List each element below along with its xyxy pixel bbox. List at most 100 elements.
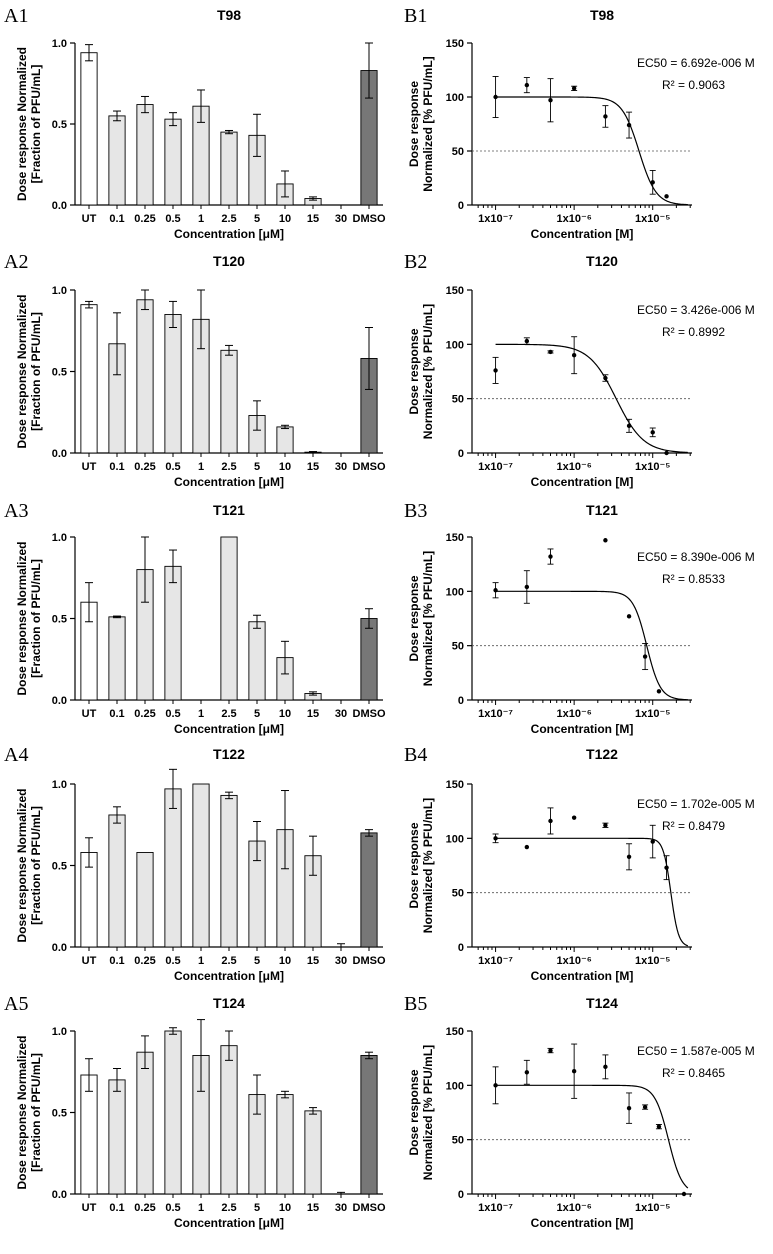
x-axis-label: Concentration [μM] [174, 227, 284, 241]
y-axis-label: Dose response [407, 81, 421, 167]
x-tick-label: 2.5 [221, 213, 236, 225]
y-tick-label: 0.5 [52, 119, 67, 131]
chart-title: T121 [213, 502, 245, 518]
ec50-label: EC50 = 1.702e-005 M [637, 797, 755, 811]
bar [108, 1079, 126, 1195]
data-point [650, 430, 655, 435]
x-tick-label: 0.5 [165, 213, 180, 225]
r2-label: R² = 0.9063 [662, 78, 725, 92]
x-tick-label: DMSO [353, 708, 386, 720]
fit-curve [495, 837, 689, 947]
x-tick-label: DMSO [353, 461, 386, 473]
y-tick-label: 150 [446, 779, 464, 791]
y-axis-label: Dose response [407, 575, 421, 661]
panel-letter: B4 [404, 744, 427, 766]
x-tick-label: 10 [279, 461, 291, 473]
y-axis-label: Normalized [% PFU/mL] [421, 304, 435, 439]
y-tick-label: 50 [452, 641, 464, 653]
x-tick-label: 0.5 [165, 1202, 180, 1214]
r2-label: R² = 0.8479 [662, 819, 725, 833]
x-tick-label: 1 [198, 213, 204, 225]
bar [220, 536, 238, 701]
data-point [664, 194, 669, 199]
bar-panel-A1: A1 T98 0.0 0.5 1.0 UT 0.1 0.25 0.5 1 2.5 5 10 15 30 DMS… [4, 5, 386, 241]
data-point [603, 538, 608, 543]
y-tick-label: 1.0 [52, 285, 67, 297]
data-point [650, 839, 655, 844]
x-tick-label: 5 [254, 461, 260, 473]
bar [136, 852, 154, 948]
y-axis-label: Dose response Normalized [15, 47, 29, 201]
y-axis-label: Dose response [407, 822, 421, 908]
x-tick-label: 0.25 [134, 461, 155, 473]
x-tick-label: 0.5 [165, 955, 180, 967]
y-tick-label: 100 [446, 92, 464, 104]
x-tick-label: 30 [335, 213, 347, 225]
x-tick-label: 5 [254, 955, 260, 967]
panel-letter: A3 [4, 500, 28, 522]
x-tick-label: 1x10⁻⁷ [478, 708, 513, 720]
y-tick-label: 100 [446, 833, 464, 845]
x-tick-label: 30 [335, 708, 347, 720]
x-tick-label: 1x10⁻⁵ [635, 461, 670, 473]
y-tick-label: 0.0 [52, 200, 67, 212]
y-axis-label: [Fraction of PFU/mL] [29, 312, 43, 431]
ec50-label: EC50 = 3.426e-006 M [637, 303, 755, 317]
x-axis-label: Concentration [μM] [174, 1216, 284, 1230]
curve-panel-B1: B1 T98 0 50 100 150 1x10⁻⁷ 1x10⁻⁶ 1x10⁻⁵ EC50 = 6… [404, 5, 755, 241]
curve-panel-B3: B3 T121 0 50 100 150 1x10⁻⁷ 1x10⁻⁶ 1x10⁻⁵ EC50 = … [404, 500, 755, 736]
bar [108, 115, 126, 206]
data-point [603, 114, 608, 119]
y-axis-label: Dose response [407, 1069, 421, 1155]
x-axis-label: Concentration [M] [531, 475, 634, 489]
chart-title: T120 [586, 253, 618, 269]
bar [360, 832, 378, 948]
y-axis-label: [Fraction of PFU/mL] [29, 65, 43, 184]
chart-title: T121 [586, 502, 618, 518]
panel-letter: B1 [404, 5, 427, 27]
data-point [524, 844, 530, 850]
x-axis-label: Concentration [μM] [174, 475, 284, 489]
x-tick-label: 15 [307, 461, 319, 473]
bar [136, 1051, 154, 1195]
curve-panel-B5: B5 T124 0 50 100 150 1x10⁻⁷ 1x10⁻⁶ 1x10⁻⁵ EC50 = … [404, 993, 755, 1230]
x-tick-label: 5 [254, 1202, 260, 1214]
bar-panel-A4: A4 T122 0.0 0.5 1.0 UT 0.1 0.25 0.5 1 2.5 5 10 15 30 DM… [4, 744, 386, 983]
panel-letter: A5 [4, 993, 28, 1015]
bar [164, 565, 182, 701]
panel-letter: A4 [4, 744, 28, 766]
bar-panel-A3: A3 T121 0.0 0.5 1.0 UT 0.1 0.25 0.5 1 2.5 5 10 15 30 DM… [4, 500, 386, 736]
x-axis-label: Concentration [μM] [174, 722, 284, 736]
y-tick-label: 1.0 [52, 779, 67, 791]
data-point [626, 854, 632, 860]
bar [276, 426, 294, 454]
y-tick-label: 0.5 [52, 861, 67, 873]
fit-curve [495, 1084, 689, 1189]
bar [360, 618, 378, 701]
data-point [524, 338, 530, 344]
y-tick-label: 0 [458, 448, 464, 460]
bar [360, 1054, 378, 1195]
curve-panel-B4: B4 T122 0 50 100 150 1x10⁻⁷ 1x10⁻⁶ 1x10⁻⁵ EC50 = … [404, 744, 755, 983]
bar [164, 1030, 182, 1195]
panel-letter: B3 [404, 500, 427, 522]
bar [108, 616, 126, 701]
bar [164, 118, 182, 206]
y-axis-label: Dose response Normalized [15, 541, 29, 695]
fit-curve [495, 96, 688, 206]
x-tick-label: 1x10⁻⁵ [635, 1202, 670, 1214]
y-tick-label: 50 [452, 1135, 464, 1147]
bar [192, 783, 210, 948]
y-axis-label: [Fraction of PFU/mL] [29, 559, 43, 678]
x-tick-label: DMSO [353, 1202, 386, 1214]
data-point [664, 450, 669, 456]
x-tick-label: 2.5 [221, 708, 236, 720]
x-axis-label: Concentration [M] [531, 969, 634, 983]
panel-letter: A1 [4, 5, 28, 27]
x-tick-label: 15 [307, 708, 319, 720]
bar [220, 794, 238, 948]
x-tick-label: 15 [307, 955, 319, 967]
x-tick-label: 10 [279, 213, 291, 225]
x-tick-label: 0.25 [134, 213, 155, 225]
